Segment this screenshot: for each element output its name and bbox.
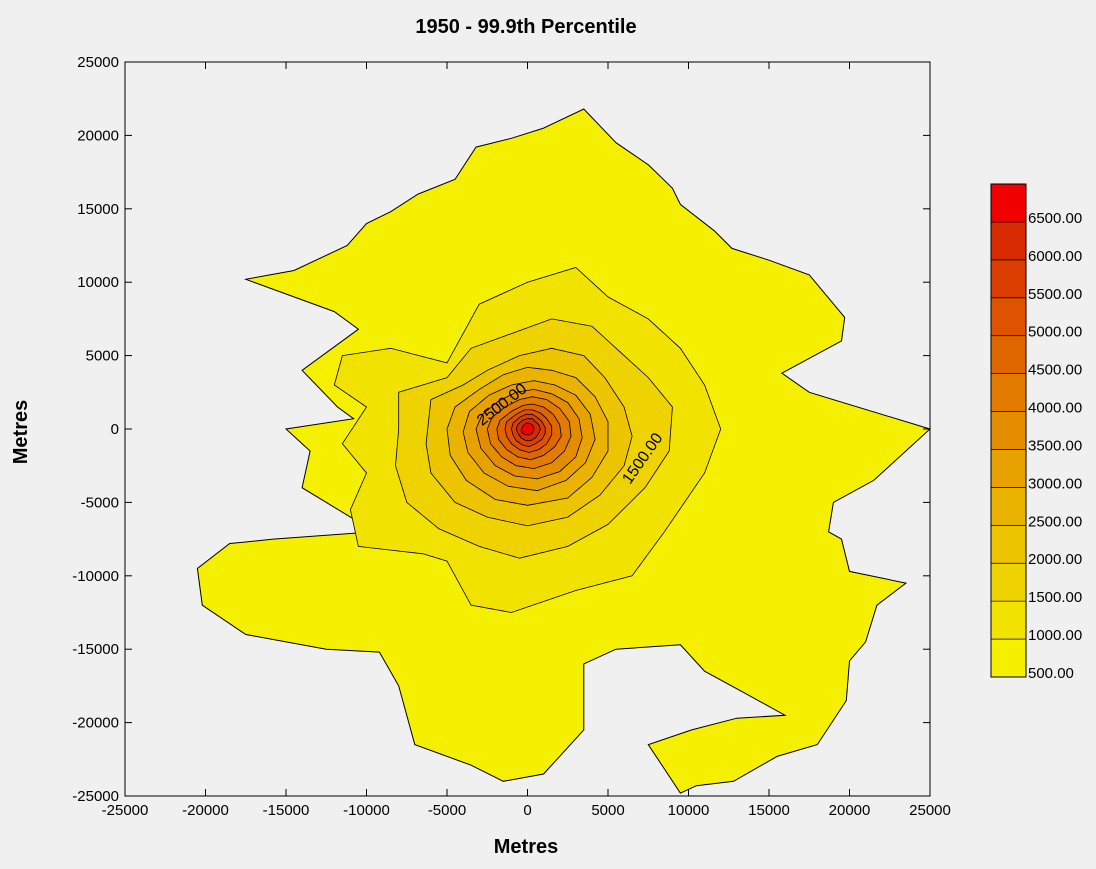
legend-swatch [990,600,1027,640]
x-tick-label: 15000 [748,802,790,819]
legend-swatch [990,297,1027,337]
legend-label: 500.00 [1028,665,1074,682]
legend-label: 5500.00 [1028,286,1082,303]
legend: 500.00 1000.00 1500.00 2000.00 2500.00 3000.0… [990,183,1082,682]
y-tick-label: 5000 [86,348,119,365]
y-tick-label: 20000 [77,127,119,144]
y-tick-label: 0 [111,421,119,438]
y-tick-label: -15000 [72,641,119,658]
x-tick-label: 10000 [668,802,710,819]
y-tick-label: -25000 [72,788,119,805]
x-tick-label: 5000 [591,802,624,819]
x-tick-label: 0 [523,802,531,819]
y-tick-label: 15000 [77,201,119,218]
legend-label: 3000.00 [1028,475,1082,492]
x-axis-label: Metres [494,836,558,858]
legend-label: 5000.00 [1028,324,1082,341]
x-tick-label: -5000 [428,802,466,819]
legend-label: 6000.00 [1028,248,1082,265]
y-tick-label: -10000 [72,568,119,585]
x-tick-label: 20000 [829,802,871,819]
y-tick-label: -5000 [81,494,119,511]
legend-swatch [990,373,1027,412]
contour-layer [196,108,931,794]
legend-swatch [990,259,1027,299]
x-axis: -25000 -20000 -15000 -10000 -5000 0 5000 10000 1… [102,62,951,819]
legend-swatch [990,449,1027,488]
y-axis: 25000 20000 15000 10000 5000 0 -5000 -10000 -150… [72,54,930,805]
legend-label: 2500.00 [1028,513,1082,530]
legend-swatch [990,487,1027,526]
legend-label: 3500.00 [1028,437,1082,454]
x-tick-label: -20000 [182,802,229,819]
x-tick-label: -25000 [102,802,149,819]
x-tick-label: 25000 [909,802,951,819]
legend-swatch [990,411,1027,450]
chart-title: 1950 - 99.9th Percentile [415,16,636,38]
legend-swatch [990,183,1027,223]
legend-label: 6500.00 [1028,210,1082,227]
y-tick-label: 10000 [77,274,119,291]
legend-swatch [990,562,1027,602]
legend-label: 4500.00 [1028,362,1082,379]
legend-swatch [990,335,1027,374]
y-tick-label: 25000 [77,54,119,71]
legend-label: 1500.00 [1028,589,1082,606]
legend-label: 1000.00 [1028,627,1082,644]
contour-region-6500 [520,422,535,436]
legend-swatch [990,524,1027,564]
x-tick-label: -15000 [263,802,310,819]
legend-label: 2000.00 [1028,551,1082,568]
y-tick-label: -20000 [72,715,119,732]
legend-label: 4000.00 [1028,400,1082,417]
legend-swatch [990,221,1027,261]
legend-frame [990,183,1027,678]
legend-swatch [990,638,1027,678]
x-tick-label: -10000 [343,802,390,819]
y-axis-label: Metres [10,400,32,464]
